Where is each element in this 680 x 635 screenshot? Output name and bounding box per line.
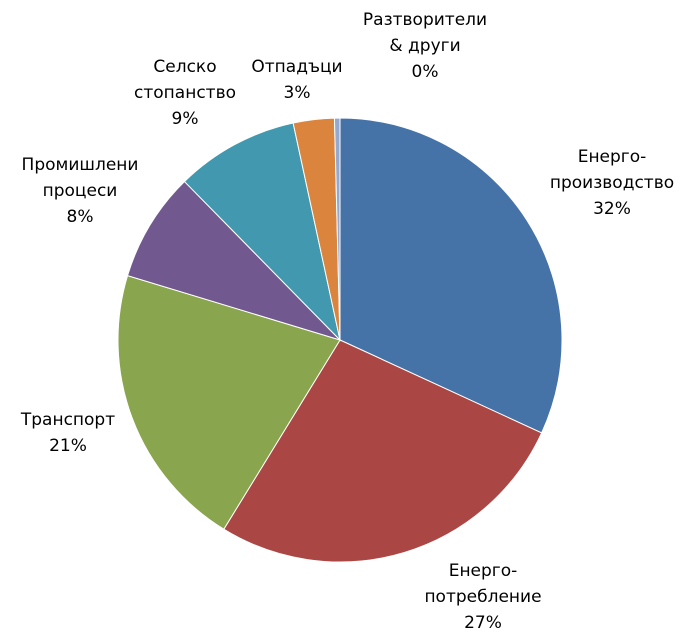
category-label: Отпадъци [251,57,342,77]
value-label: 0% [412,62,439,82]
category-label: Селско [153,57,216,77]
pie-slice [333,117,341,341]
value-label: 32% [593,199,631,219]
slice-label: Селско стопанство 9% [134,57,236,129]
value-label: 27% [464,613,502,633]
pie-slice [126,180,341,341]
category-label: Промишлени [22,155,139,175]
slice-label: Транспорт 21% [20,410,115,456]
slice-label: Промишлени процеси 8% [22,155,139,227]
slice-label: Енерго-потребление 27% [424,561,541,633]
category-label: Енерго- [449,561,518,581]
category-label: Разтворители [363,10,487,30]
category-label: Енерго- [578,147,647,167]
pie-slice [183,122,341,342]
value-label: 8% [67,207,94,227]
value-label: 9% [172,109,199,129]
slice-label: Разтворители & други 0% [363,10,487,82]
category-label: Транспорт [20,410,115,430]
slice-label: Енерго-производство 32% [550,147,674,219]
value-label: 21% [49,436,87,456]
category-label: & други [389,36,460,56]
category-label: производство [550,173,674,193]
category-label: потребление [424,587,541,607]
pie-slice [117,275,341,530]
pie-slice [223,339,543,563]
category-label: процеси [43,181,118,201]
pie-slice [339,117,563,434]
category-label: стопанство [134,83,236,103]
slice-label: Отпадъци 3% [251,57,342,103]
value-label: 3% [284,83,311,103]
